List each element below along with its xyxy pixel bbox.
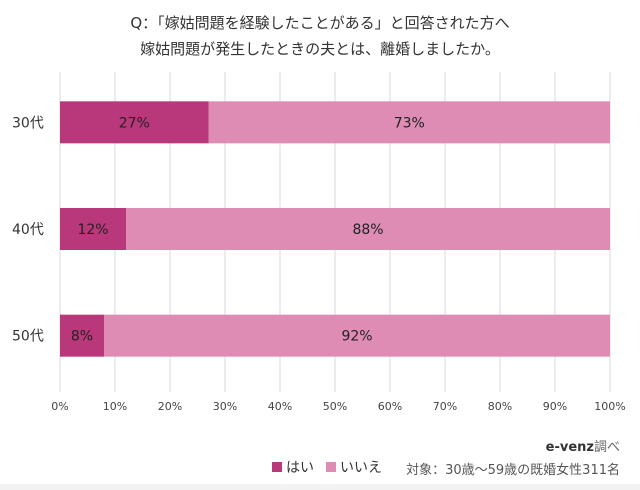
bar-segment (60, 314, 104, 357)
x-tick-label: 70% (433, 400, 457, 413)
x-tick-label: 40% (268, 400, 292, 413)
data-label: 27% (119, 115, 150, 131)
legend-item-yes: はい (272, 457, 314, 477)
data-label: 73% (394, 115, 425, 131)
bar-segment (208, 101, 610, 144)
data-label: 12% (77, 222, 108, 238)
target-note: 対象：30歳〜59歳の既婚女性311名 (406, 463, 620, 478)
x-tick-label: 10% (103, 400, 127, 413)
legend-item-no: いいえ (326, 457, 382, 477)
x-tick-label: 60% (378, 400, 402, 413)
legend: はい いいえ (272, 457, 382, 477)
legend-label-no: いいえ (340, 460, 382, 476)
x-tick-label: 30% (213, 400, 237, 413)
bar-segment (104, 314, 610, 357)
y-category-label: 30代 (12, 115, 44, 131)
legend-label-yes: はい (286, 460, 314, 476)
y-category-label: 50代 (12, 329, 44, 345)
bar-chart: 0% 10% 20% 30% 40% 50% 60% 70% 80% 90% 100% 30代 27% 7… (12, 72, 626, 413)
bar-segment (60, 101, 209, 144)
x-tick-label: 0% (51, 400, 68, 413)
x-tick-label: 100% (594, 400, 625, 413)
legend-swatch-yes (272, 462, 282, 472)
x-tick-label: 20% (158, 400, 182, 413)
data-label: 92% (341, 329, 372, 345)
x-tick-label: 80% (488, 400, 512, 413)
x-tick-label: 50% (323, 400, 347, 413)
bar-segment (60, 208, 126, 250)
chart-title-line-1: Q：「嫁姑問題を経験したことがある」と回答された方へ (130, 14, 510, 32)
source-brand: e-venz (545, 440, 594, 455)
legend-swatch-no (326, 462, 336, 472)
source-note: e-venz調べ (546, 436, 620, 455)
y-category-label: 40代 (12, 222, 44, 238)
bar-segment (126, 208, 610, 250)
data-label: 88% (352, 222, 383, 238)
source-suffix: 調べ (593, 440, 620, 455)
bottom-band (0, 484, 640, 490)
x-tick-label: 90% (543, 400, 567, 413)
data-label: 8% (71, 329, 93, 345)
chart-title-line-2: 嫁姑問題が発生したときの夫とは、離婚しましたか。 (140, 40, 500, 58)
